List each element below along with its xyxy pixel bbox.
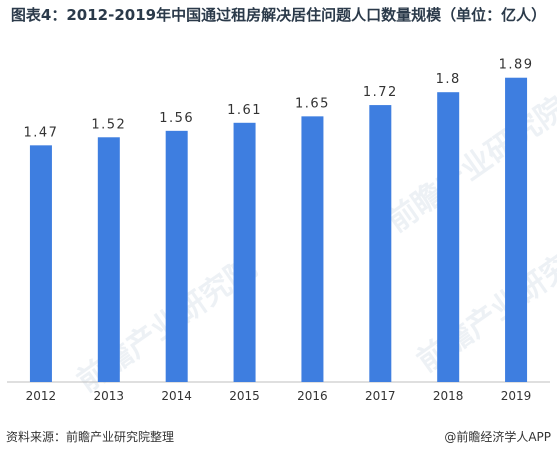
bar-2014 xyxy=(165,130,188,382)
x-tick-label-2014: 2014 xyxy=(161,389,192,403)
x-tick-labels-group: 2012 2013 2014 2015 2016 2017 2018 2019 xyxy=(26,389,532,403)
value-label-2017: 1.72 xyxy=(363,85,398,100)
bar-2017 xyxy=(369,105,392,382)
x-tick-label-2013: 2013 xyxy=(94,389,125,403)
x-tick-label-2018: 2018 xyxy=(433,389,464,403)
source-note: 资料来源：前瞻产业研究院整理 xyxy=(6,430,175,444)
x-tick-label-2016: 2016 xyxy=(297,389,328,403)
bar-2015 xyxy=(233,122,256,382)
bar-2012 xyxy=(29,145,52,382)
value-label-2018: 1.8 xyxy=(436,72,461,87)
value-labels-group: 1.47 1.52 1.56 1.61 1.65 1.72 1.8 1.89 xyxy=(23,58,534,141)
x-tick-label-2019: 2019 xyxy=(501,389,532,403)
x-tick-label-2017: 2017 xyxy=(365,389,396,403)
chart-title: 图表4：2012-2019年中国通过租房解决居住问题人口数量规模（单位：亿人） xyxy=(10,6,547,24)
x-tick-label-2012: 2012 xyxy=(26,389,57,403)
value-label-2019: 1.89 xyxy=(499,58,534,73)
bars-group xyxy=(29,77,528,383)
bar-2018 xyxy=(437,92,460,382)
value-label-2014: 1.56 xyxy=(159,111,194,126)
value-label-2015: 1.61 xyxy=(227,103,262,118)
value-label-2012: 1.47 xyxy=(23,125,58,140)
bar-2016 xyxy=(301,116,324,382)
bar-2019 xyxy=(505,77,528,383)
bar-2013 xyxy=(97,137,120,382)
credit-note: @前瞻经济学人APP xyxy=(444,430,551,444)
x-tick-label-2015: 2015 xyxy=(229,389,260,403)
value-label-2016: 1.65 xyxy=(295,96,330,111)
value-label-2013: 1.52 xyxy=(91,117,126,132)
